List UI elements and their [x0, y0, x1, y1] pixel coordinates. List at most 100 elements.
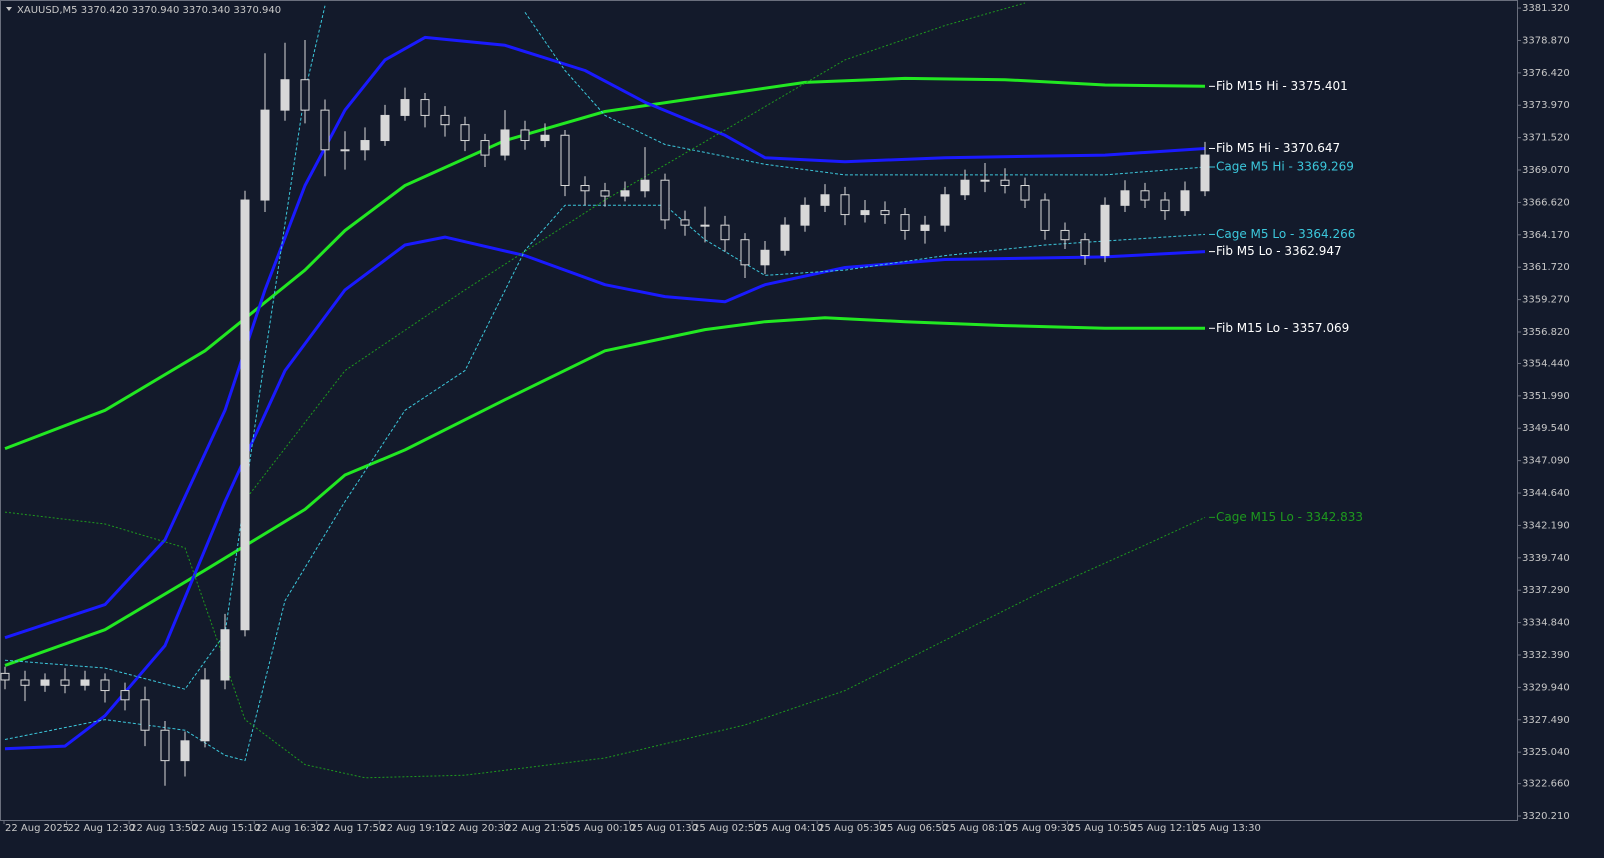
candle-body — [600, 190, 610, 197]
candle-body — [140, 699, 150, 731]
x-tick-label: 25 Aug 01:30 — [631, 823, 698, 834]
indicator-line — [4, 235, 1206, 751]
candle-body — [1100, 204, 1110, 257]
x-tick-label: 25 Aug 09:30 — [1006, 823, 1073, 834]
candle-body — [40, 679, 50, 686]
candle-body — [680, 219, 690, 226]
candle-body — [560, 134, 570, 186]
candle-body — [400, 99, 410, 116]
y-tick-label: 3322.660 — [1522, 779, 1570, 790]
candle-body — [60, 679, 70, 686]
y-tick-label: 3354.440 — [1522, 358, 1570, 369]
candle-body — [1000, 179, 1010, 186]
candle-body — [720, 224, 730, 241]
candle-body — [280, 79, 290, 111]
indicator-line — [4, 76, 1206, 451]
y-tick-label: 3332.390 — [1522, 650, 1570, 661]
candle-body — [700, 224, 710, 227]
y-tick-label: 3327.490 — [1522, 715, 1570, 726]
indicator-line — [4, 204, 1206, 762]
candle-body — [500, 129, 510, 156]
indicator-line — [4, 35, 1206, 640]
candle-body — [540, 134, 550, 142]
menu-triangle — [6, 7, 12, 11]
y-tick-label: 3329.940 — [1522, 682, 1570, 693]
indicator-line — [244, 2, 1026, 501]
candle-body — [20, 679, 30, 686]
indicator-line — [4, 511, 1206, 779]
indicator-line — [4, 316, 1205, 667]
y-tick-label: 3371.520 — [1522, 133, 1570, 144]
candle-body — [780, 224, 790, 251]
x-tick-label: 25 Aug 13:30 — [1193, 823, 1260, 834]
candle-body — [1080, 239, 1090, 257]
candle-body — [1180, 190, 1190, 212]
line-label: Fib M15 Lo - 3357.069 — [1216, 321, 1349, 335]
candle-body — [1040, 199, 1050, 231]
y-tick-label: 3361.720 — [1522, 262, 1570, 273]
x-tick-label: 25 Aug 04:10 — [756, 823, 823, 834]
candle-body — [520, 129, 530, 142]
candle-body — [200, 679, 210, 742]
candle-body — [800, 204, 810, 226]
line-label: Cage M5 Hi - 3369.269 — [1216, 159, 1354, 173]
chart-title: XAUUSD,M5 3370.420 3370.940 3370.340 337… — [17, 5, 281, 16]
candle-body — [920, 224, 930, 231]
y-tick-label: 3376.420 — [1522, 68, 1570, 79]
x-tick-label: 25 Aug 12:10 — [1131, 823, 1198, 834]
candle-body — [440, 114, 450, 126]
candle-body — [740, 239, 750, 266]
x-tick-label: 22 Aug 21:50 — [505, 823, 572, 834]
x-tick-label: 25 Aug 05:30 — [818, 823, 885, 834]
line-label: Cage M15 Lo - 3342.833 — [1216, 510, 1363, 524]
candle-body — [620, 190, 630, 197]
candle-body — [80, 679, 90, 686]
candle-body — [860, 210, 870, 216]
candle-body — [900, 214, 910, 231]
candle-body — [160, 729, 170, 762]
candle-body — [300, 79, 310, 111]
x-tick-label: 25 Aug 10:50 — [1068, 823, 1135, 834]
candle-body — [0, 672, 10, 681]
candle-body — [580, 184, 590, 192]
candle-body — [480, 140, 490, 156]
y-tick-label: 3337.290 — [1522, 585, 1570, 596]
x-tick-label: 25 Aug 00:10 — [568, 823, 635, 834]
candle-body — [360, 140, 370, 151]
y-tick-label: 3347.090 — [1522, 456, 1570, 467]
candle-body — [460, 124, 470, 142]
candle-body — [220, 629, 230, 681]
y-tick-label: 3344.640 — [1522, 488, 1570, 499]
y-tick-label: 3366.620 — [1522, 197, 1570, 208]
x-tick-label: 22 Aug 16:30 — [255, 823, 322, 834]
candle-body — [980, 179, 990, 182]
line-label: Cage M5 Lo - 3364.266 — [1216, 227, 1355, 241]
candle-body — [1020, 184, 1030, 201]
candle-body — [240, 199, 250, 631]
y-tick-label: 3364.170 — [1522, 230, 1570, 241]
y-tick-label: 3351.990 — [1522, 391, 1570, 402]
line-label: Fib M5 Lo - 3362.947 — [1216, 244, 1342, 258]
candle-body — [640, 179, 650, 192]
y-tick-label: 3342.190 — [1522, 520, 1570, 531]
x-tick-label: 22 Aug 20:30 — [443, 823, 510, 834]
candle-body — [180, 740, 190, 762]
y-tick-label: 3334.840 — [1522, 618, 1570, 629]
candle-body — [420, 99, 430, 116]
candle-body — [320, 109, 330, 151]
candle-body — [1060, 229, 1070, 241]
indicator-lines: Fib M15 Hi - 3375.401 Fib M15 Lo - 3357.0… — [4, 2, 1363, 779]
candle-body — [960, 179, 970, 196]
y-tick-label: 3369.070 — [1522, 165, 1570, 176]
y-tick-label: 3381.320 — [1522, 3, 1570, 14]
candle-body — [820, 194, 830, 206]
candle-body — [840, 194, 850, 216]
candle-body — [1160, 199, 1170, 212]
candle-body — [1200, 154, 1210, 192]
y-tick-label: 3325.040 — [1522, 747, 1570, 758]
line-label: Fib M5 Hi - 3370.647 — [1216, 141, 1340, 155]
x-tick-label: 22 Aug 19:10 — [380, 823, 447, 834]
y-tick-label: 3373.970 — [1522, 100, 1570, 111]
candle-body — [100, 679, 110, 692]
